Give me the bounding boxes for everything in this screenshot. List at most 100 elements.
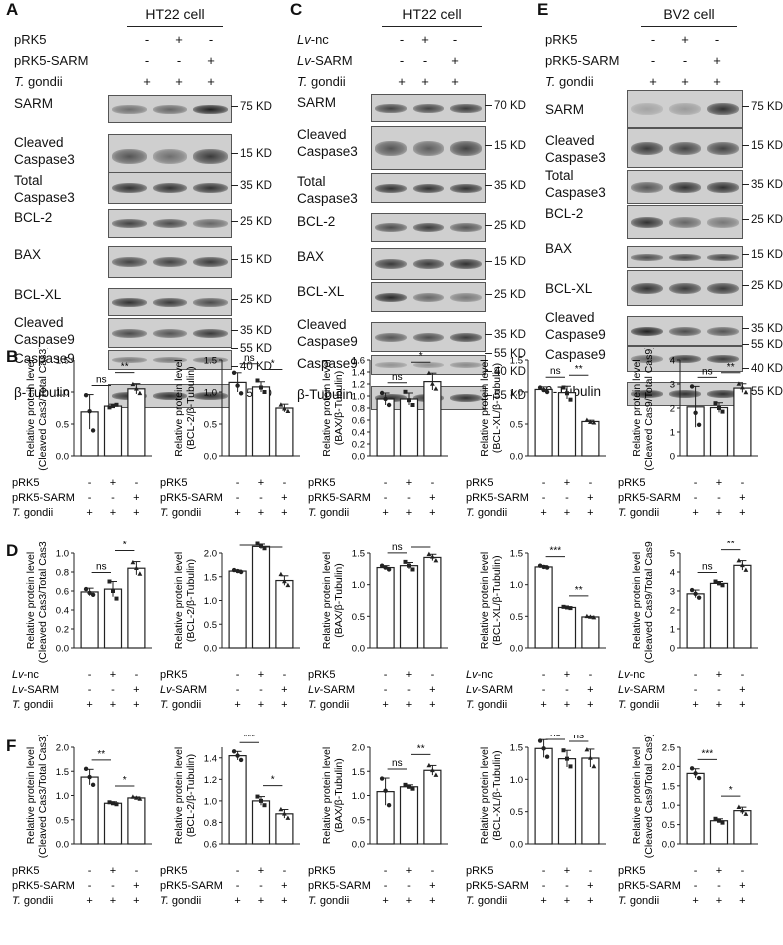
molecular-weight-marker: 25 KD	[231, 216, 272, 228]
condition-sign: +	[281, 880, 287, 892]
condition-sign: +	[175, 74, 183, 89]
bar	[399, 565, 419, 649]
y-tick-label: 1.5	[204, 572, 217, 583]
protein-band	[375, 332, 407, 343]
significance-label: *	[123, 775, 127, 786]
protein-band	[412, 259, 445, 270]
condition-sign: +	[258, 865, 264, 877]
condition-sign: -	[407, 880, 411, 892]
protein-band	[375, 103, 407, 113]
y-axis-label: (BCL-2/β-Tubulin)	[185, 366, 197, 449]
condition-sign: -	[542, 669, 546, 681]
condition-label: T. gondii	[308, 507, 349, 519]
condition-sign: -	[682, 53, 688, 68]
condition-italic: Lv	[12, 669, 25, 681]
protein-band	[707, 216, 739, 228]
y-tick-label: 0.8	[56, 568, 69, 579]
condition-sign: +	[133, 880, 139, 892]
condition-sign: -	[88, 669, 92, 681]
condition-text: gondii	[627, 699, 659, 711]
protein-band	[631, 355, 663, 364]
protein-band	[450, 259, 482, 270]
bar	[686, 772, 705, 845]
condition-label: T. gondii	[297, 74, 346, 89]
condition-text: pRK5-SARM	[12, 492, 75, 504]
condition-text: pRK5-SARM	[308, 880, 371, 892]
protein-band	[707, 103, 739, 116]
data-point	[720, 583, 725, 588]
protein-band	[193, 357, 228, 364]
y-axis-label: (BCL-XL/β-Tubulin)	[491, 750, 503, 840]
y-axis-label: (BCL-XL/β-Tubulin)	[491, 363, 503, 453]
protein-band	[193, 257, 228, 268]
bar-chart-svg: Relative protein level (BCL-XL/β-Tubulin)…	[466, 728, 606, 907]
significance-label: *	[271, 358, 275, 369]
y-tick-label: 2.0	[662, 762, 675, 773]
data-point	[407, 398, 411, 403]
condition-sign: -	[208, 32, 214, 47]
bar-chart-svg: Relative protein level (BCL-2/β-Tubulin) 0…	[160, 353, 300, 519]
protein-band	[152, 257, 188, 268]
condition-sign: +	[429, 699, 435, 711]
significance-label: **	[575, 585, 583, 596]
data-point	[693, 591, 698, 597]
protein-band	[152, 392, 188, 400]
condition-sign: -	[135, 669, 139, 681]
molecular-weight-marker: 35 KD	[742, 179, 783, 191]
condition-sign: -	[283, 477, 287, 489]
bar	[581, 420, 600, 457]
y-tick-label: 0.4	[352, 428, 365, 439]
molecular-weight-marker: 70 KD	[485, 100, 526, 112]
condition-sign: +	[692, 895, 698, 907]
y-axis-label: Relative protein level	[173, 359, 185, 456]
condition-sign: -	[144, 32, 150, 47]
condition-sign: -	[589, 477, 593, 489]
protein-band	[669, 141, 701, 155]
significance-label: **	[727, 362, 735, 373]
y-tick-label: 4	[670, 356, 675, 367]
data-point	[568, 606, 573, 611]
y-tick-label: 0.6	[352, 416, 365, 427]
data-point	[426, 370, 432, 375]
protein-band	[112, 297, 147, 307]
blot-strip	[108, 209, 232, 238]
condition-row: T. gondii + + +	[545, 74, 783, 92]
condition-sign: +	[739, 880, 745, 892]
data-point	[282, 811, 287, 816]
data-point	[285, 408, 291, 413]
data-point	[717, 818, 721, 823]
significance-label: ns	[702, 366, 713, 377]
protein-band	[450, 394, 482, 402]
significance-label: ***	[549, 546, 561, 557]
data-point	[689, 587, 695, 593]
blot-panel-A: HT22 cell pRK5 - + - pRK5-SARM - - + T. gondii + + +…	[14, 0, 279, 408]
data-point	[430, 767, 435, 773]
protein-label: BAX	[545, 241, 573, 256]
condition-sign: +	[716, 699, 722, 711]
molecular-weight-marker: 35 KD	[231, 180, 272, 192]
condition-sign: +	[258, 895, 264, 907]
data-point	[720, 409, 725, 414]
y-tick-label: 1.5	[352, 549, 365, 560]
protein-label: Cleaved Caspase3	[297, 127, 358, 159]
protein-label: Caspase9	[297, 356, 358, 371]
condition-label: T. gondii	[618, 699, 659, 711]
protein-label: SARM	[297, 95, 337, 110]
bar-chart-svg: Relative protein level (BCL-2/β-Tubulin) 0…	[160, 731, 300, 907]
protein-band	[707, 282, 739, 295]
condition-label: pRK5	[160, 669, 188, 681]
condition-sign: -	[236, 865, 240, 877]
blot-strip	[371, 248, 486, 280]
protein-band	[669, 355, 701, 364]
condition-label: Lv-SARM	[618, 684, 665, 696]
condition-sign: -	[650, 32, 656, 47]
condition-text: -SARM	[478, 684, 513, 696]
molecular-weight-marker: 25 KD	[485, 289, 526, 301]
bar-chart-svg: Relative protein level (BAX/β-Tubulin) 0.0…	[308, 351, 448, 519]
protein-band	[152, 219, 188, 229]
bar	[557, 606, 577, 649]
data-point	[426, 762, 432, 768]
condition-label: pRK5-SARM	[308, 880, 371, 892]
protein-band	[193, 328, 228, 339]
data-point	[720, 820, 725, 825]
